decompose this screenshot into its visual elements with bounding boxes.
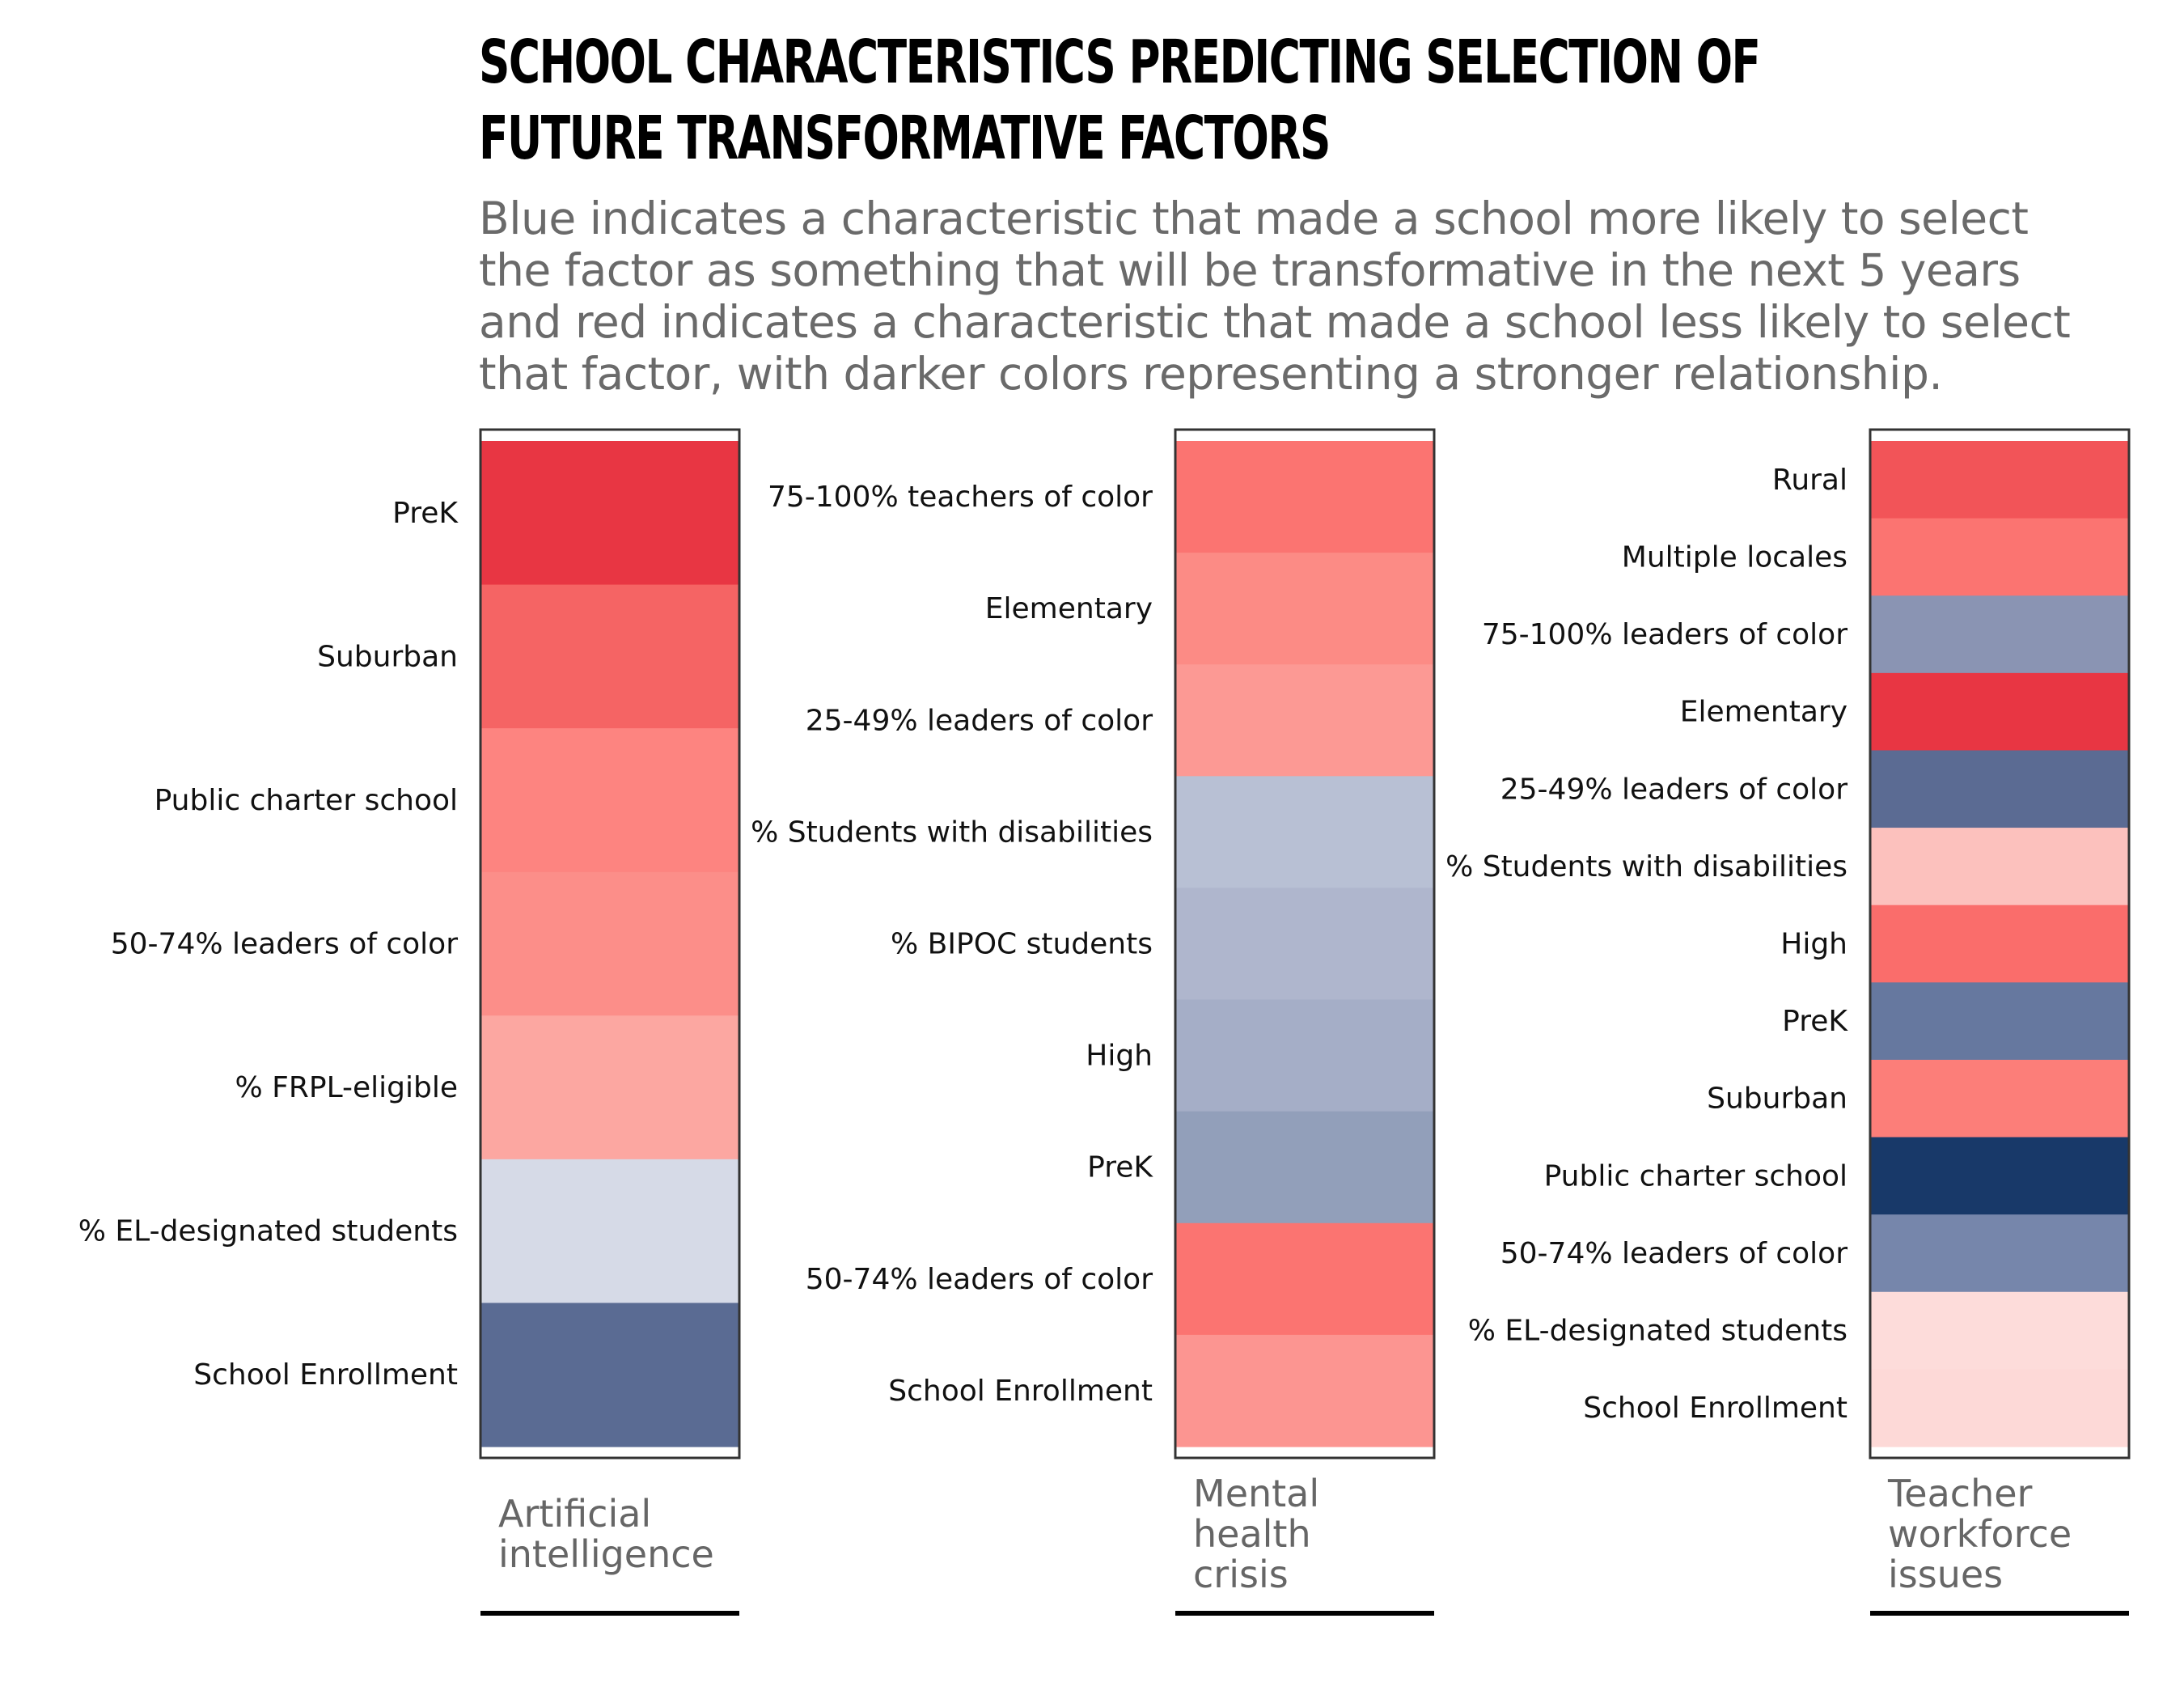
row-label: 75-100% teachers of color [768, 481, 1153, 514]
row-label: 25-49% leaders of color [1500, 773, 1848, 806]
heatmap-cell [1175, 441, 1434, 553]
heatmap-column-2: 75-100% teachers of color Elementary 25-49… [751, 428, 1436, 1616]
row-label: Public charter school [1544, 1159, 1848, 1193]
column-title-line: issues [1888, 1553, 2003, 1596]
heatmap-cell [1870, 1214, 2129, 1293]
heatmap-cell [480, 1015, 739, 1160]
heatmap-cell [1175, 1111, 1434, 1224]
chart-title-line-2: future transformative factors [479, 104, 1331, 173]
column-title-line: Teacher [1887, 1472, 2033, 1515]
heatmap-cell [1870, 828, 2129, 906]
row-label: 50-74% leaders of color [1500, 1237, 1848, 1270]
row-label: 50-74% leaders of color [806, 1263, 1153, 1296]
row-label: Rural [1772, 464, 1848, 497]
heatmap-cell [1870, 905, 2129, 983]
column-title-line: Artificial [498, 1492, 651, 1536]
row-label: % Students with disabilities [751, 816, 1153, 849]
heatmap-cell [1870, 518, 2129, 596]
row-label: % EL-designated students [78, 1215, 458, 1248]
heatmap-cell [1870, 595, 2129, 674]
row-label: Suburban [1707, 1083, 1848, 1116]
row-label: PreK [1782, 1005, 1848, 1038]
heatmap-cell [1870, 1291, 2129, 1370]
heatmap-cell [480, 1159, 739, 1304]
heatmap-cell [1870, 1059, 2129, 1138]
heatmap-cell [480, 441, 739, 586]
column-title-line: workforce [1888, 1512, 2072, 1556]
row-label: % EL-designated students [1468, 1315, 1848, 1348]
column-frame [479, 428, 741, 1460]
row-label: 50-74% leaders of color [111, 928, 458, 961]
heatmap-cell [1870, 1137, 2129, 1215]
row-label: PreK [392, 497, 459, 530]
column-frame [1869, 428, 2131, 1460]
column-title-line: health [1193, 1512, 1311, 1556]
row-label: School Enrollment [1583, 1392, 1848, 1425]
heatmap-cell [480, 728, 739, 873]
row-label: Public charter school [154, 784, 458, 817]
chart-subtitle-line-4: that factor, with darker colors represen… [479, 348, 1943, 400]
heatmap-cell [1175, 664, 1434, 777]
row-label: 75-100% leaders of color [1482, 618, 1848, 651]
heatmap-cell [1870, 982, 2129, 1061]
heatmap-cell [480, 1303, 739, 1447]
row-label: High [1780, 928, 1848, 961]
row-label: % BIPOC students [891, 928, 1153, 961]
heatmap-cell [1175, 776, 1434, 889]
heatmap-column-1: PreK Suburban Public charter school 50-74% … [78, 428, 741, 1616]
column-title-line: Mental [1193, 1472, 1319, 1515]
row-label: School Enrollment [888, 1375, 1153, 1408]
chart-subtitle: Blue indicates a characteristic that mad… [479, 193, 2105, 400]
chart-title-line-1: School characteristics predicting select… [479, 28, 1761, 97]
chart-subtitle-line-1: Blue indicates a characteristic that mad… [479, 193, 2029, 244]
row-label: Suburban [317, 640, 458, 673]
row-label: % Students with disabilities [1445, 850, 1848, 883]
heatmap-cell [480, 584, 739, 729]
column-title-line: intelligence [498, 1532, 714, 1576]
row-label: Multiple locales [1622, 540, 1848, 574]
heatmap-cell [1175, 888, 1434, 1001]
heatmap-cell [1870, 750, 2129, 828]
row-label: Elementary [985, 592, 1153, 625]
column-frame [1174, 428, 1436, 1460]
column-title-line: crisis [1193, 1553, 1289, 1596]
row-label: High [1086, 1040, 1153, 1073]
chart-subtitle-line-3: and red indicates a characteristic that … [479, 296, 2071, 348]
heatmap-cell [1175, 553, 1434, 665]
row-label: % FRPL-eligible [235, 1071, 458, 1104]
heatmap-cell [480, 871, 739, 1016]
chart-title: School characteristics predicting select… [479, 24, 1761, 176]
row-label: 25-49% leaders of color [806, 704, 1153, 737]
heatmap-cell [1870, 441, 2129, 519]
heatmap-cell [1870, 1369, 2129, 1447]
row-label: School Enrollment [193, 1358, 458, 1392]
chart-subtitle-line-2: the factor as something that will be tra… [479, 244, 2021, 296]
heatmap-cell [1870, 672, 2129, 752]
heatmap-cell [1175, 999, 1434, 1112]
heatmap-cell [1175, 1222, 1434, 1336]
row-label: Elementary [1680, 696, 1848, 729]
row-label: PreK [1087, 1151, 1153, 1184]
heatmap-cell [1175, 1334, 1434, 1447]
heatmap-column-3: Rural Multiple locales 75-100% leaders of … [1445, 428, 2131, 1616]
